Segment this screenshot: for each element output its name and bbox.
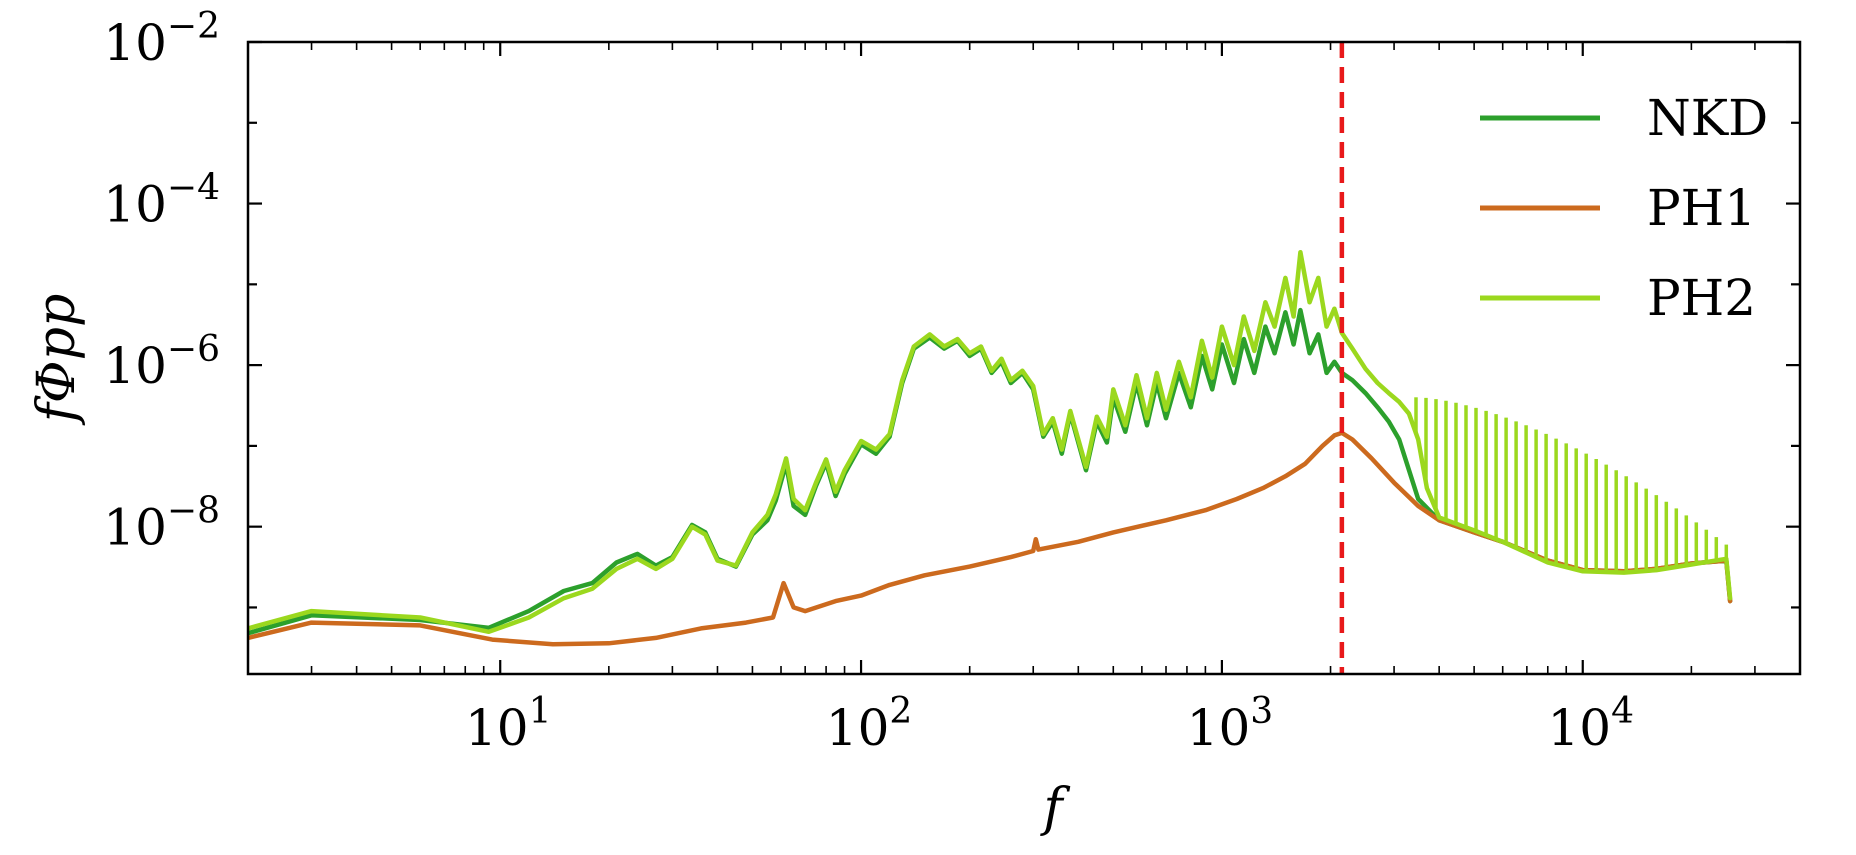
legend-label-ph2: PH2	[1647, 269, 1756, 327]
series-layer	[248, 249, 1733, 647]
legend: NKD PH1 PH2	[1480, 89, 1768, 327]
y-tick-label: 10−8	[103, 491, 220, 557]
y-tick-label: 10−2	[103, 6, 220, 72]
x-axis-label: f	[1039, 778, 1070, 838]
tick-label-layer: 101 102 103 104 10−8 10−6 10−4 10−2	[103, 6, 1634, 757]
legend-label-ph1: PH1	[1647, 179, 1756, 237]
legend-label-nkd: NKD	[1647, 89, 1768, 147]
x-tick-label: 102	[826, 691, 913, 757]
y-tick-label: 10−4	[103, 168, 220, 234]
y-axis-label: fΦpp	[27, 294, 87, 426]
plot-frame	[246, 40, 1802, 676]
tick-layer	[247, 40, 1801, 674]
y-tick-label: 10−6	[103, 329, 220, 395]
x-tick-label: 101	[465, 691, 552, 757]
x-tick-label: 103	[1187, 691, 1274, 757]
x-tick-label: 104	[1547, 691, 1634, 757]
series-line-ph2	[248, 249, 1733, 635]
